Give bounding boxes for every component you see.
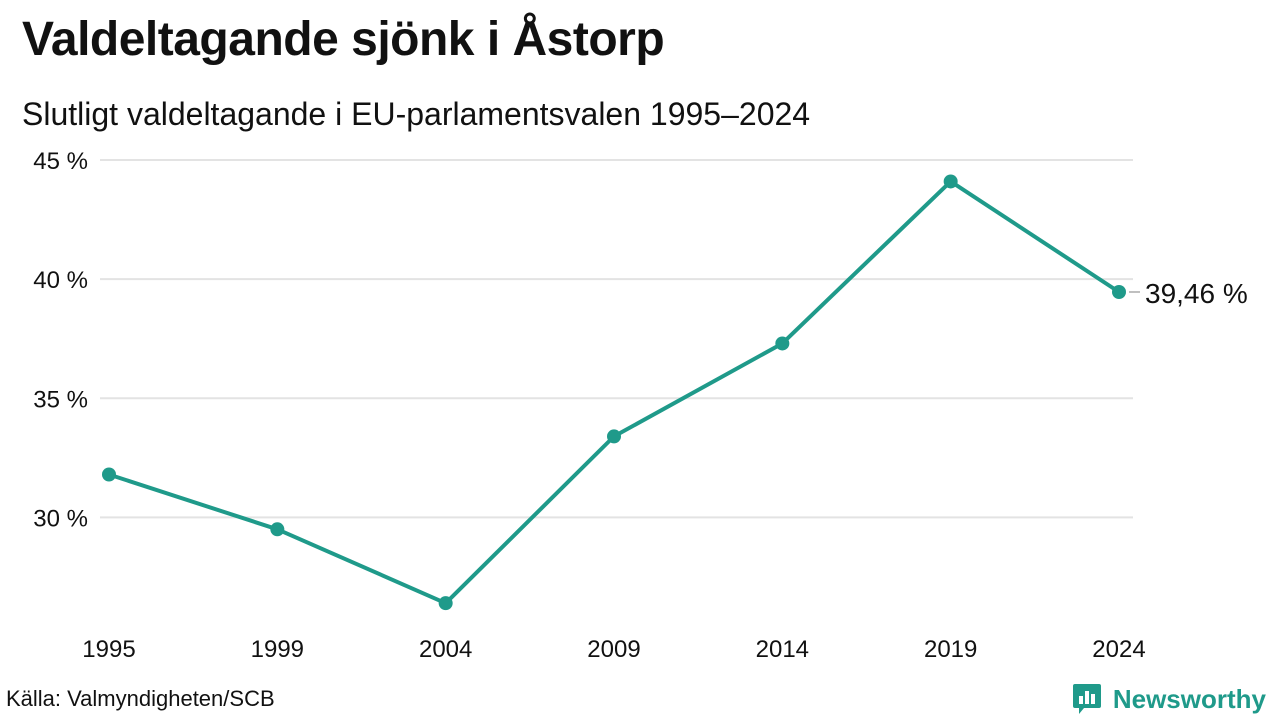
annotation-label: 39,46 % <box>1145 278 1248 309</box>
data-point-1999 <box>270 522 285 537</box>
series <box>102 174 1126 611</box>
y-tick-label: 35 % <box>33 386 88 413</box>
chart-subtitle: Slutligt valdeltagande i EU-parlamentsva… <box>22 96 811 132</box>
annotations: 39,46 % <box>1129 278 1248 309</box>
x-tick-label: 2024 <box>1092 636 1145 663</box>
bar-chart-badge-icon <box>1072 684 1101 714</box>
series-line <box>107 179 1121 606</box>
data-point-2019 <box>943 174 958 189</box>
x-tick-label: 2014 <box>756 636 809 663</box>
data-point-2004 <box>438 596 453 611</box>
y-tick-label: 30 % <box>33 505 88 532</box>
chart-title: Valdeltagande sjönk i Åstorp <box>22 13 665 66</box>
data-point-2014 <box>775 336 790 351</box>
x-tick-label: 1995 <box>82 636 135 663</box>
x-tick-label: 2019 <box>924 636 977 663</box>
x-tick-label: 2004 <box>419 636 472 663</box>
x-axis-ticks: 1995 1999 2004 2009 2014 2019 2024 <box>82 636 1145 663</box>
y-axis-ticks: 30 % 35 % 40 % 45 % <box>33 148 88 532</box>
x-tick-label: 1999 <box>251 636 304 663</box>
gridlines <box>100 159 1133 519</box>
data-point-2024 <box>1112 284 1126 299</box>
x-tick-label: 2009 <box>587 636 640 663</box>
y-tick-label: 45 % <box>33 148 88 175</box>
data-point-2009 <box>607 429 621 444</box>
brand-logo: Newsworthy <box>1071 682 1266 716</box>
brand-name: Newsworthy <box>1112 683 1266 714</box>
y-tick-label: 40 % <box>33 267 88 294</box>
source-note: Källa: Valmyndigheten/SCB <box>6 686 275 711</box>
data-point-1995 <box>102 467 116 482</box>
